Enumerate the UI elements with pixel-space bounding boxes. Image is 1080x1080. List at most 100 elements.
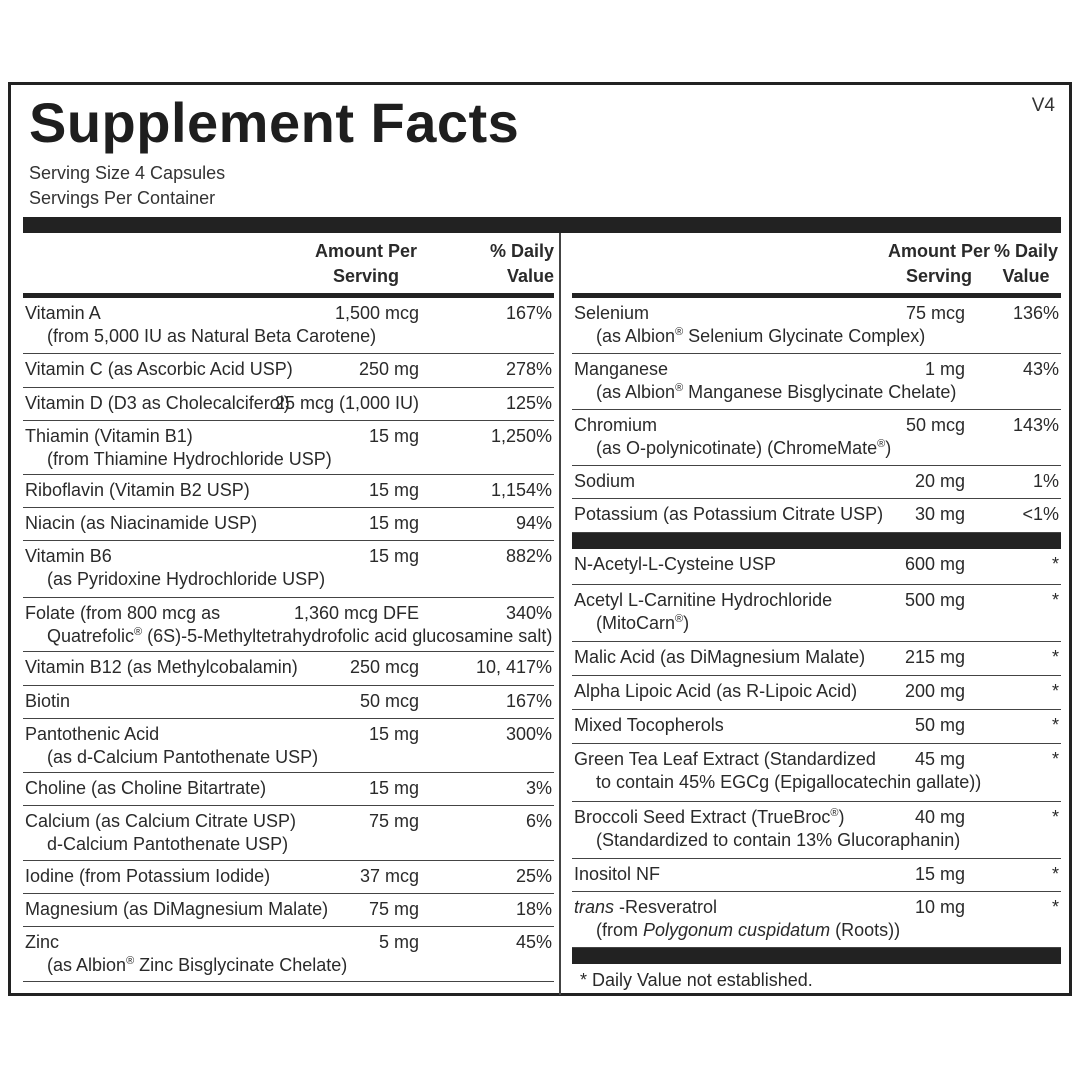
nutrient-source-pre: (as O-polynicotinate) (ChromeMate	[596, 438, 878, 458]
nutrient-row: Broccoli Seed Extract (TrueBroc®) (Standa…	[572, 802, 1061, 859]
nutrient-row: N-Acetyl-L-Cysteine USP 600 mg *	[572, 549, 1061, 585]
nutrient-name: Riboflavin (Vitamin B2 USP)	[25, 480, 250, 500]
nutrient-source: Quatrefolic® (6S)-5-Methyltetrahydrofoli…	[47, 625, 552, 648]
nutrient-row: Magnesium (as DiMagnesium Malate) 75 mg 18…	[23, 894, 554, 927]
daily-value: 1%	[1032, 471, 1059, 491]
right-column-header: Amount Per Serving % Daily Value	[572, 233, 1061, 298]
nutrient-source: (as Albion® Manganese Bisglycinate Chela…	[596, 381, 956, 404]
daily-value: *	[1051, 807, 1059, 827]
amount-per-serving: 50 mcg	[905, 415, 965, 435]
nutrient-source-post: Manganese Bisglycinate Chelate)	[683, 382, 957, 402]
nutrient-name: Iodine (from Potassium Iodide)	[25, 866, 271, 886]
daily-value: <1%	[1022, 504, 1059, 524]
nutrient-source: (as Albion® Selenium Glycinate Complex)	[596, 325, 925, 348]
daily-value: *	[1051, 681, 1059, 701]
amount-per-serving: 15 mg	[368, 546, 419, 566]
amount-per-serving: 50 mg	[914, 715, 965, 735]
nutrient-row: Potassium (as Potassium Citrate USP) 30 m…	[572, 499, 1061, 533]
nutrient-name: Inositol NF	[574, 864, 661, 884]
nutrient-name: Vitamin B6	[25, 546, 112, 566]
nutrient-name: Vitamin B12 (as Methylcobalamin)	[25, 657, 298, 677]
daily-value: 6%	[525, 811, 552, 831]
amount-per-serving: 200 mg	[904, 681, 965, 701]
nutrient-name: Folate (from 800 mcg as	[25, 603, 221, 623]
nutrient-source-pre: (as Albion	[596, 326, 676, 346]
nutrient-source: (as Pyridoxine Hydrochloride USP)	[47, 569, 326, 589]
nutrient-name: Calcium (as Calcium Citrate USP)	[25, 811, 297, 831]
nutrient-row: Manganese (as Albion® Manganese Bisglycin…	[572, 354, 1061, 410]
nutrient-row: Riboflavin (Vitamin B2 USP) 15 mg 1,154%	[23, 475, 554, 508]
daily-value: 94%	[515, 513, 552, 533]
amount-per-serving: 30 mg	[914, 504, 965, 524]
nutrient-source-pre: (MitoCarn	[596, 613, 676, 633]
nutrient-row: trans -Resveratrol (from Polygonum cuspid…	[572, 892, 1061, 948]
left-column-header: Amount Per Serving % Daily Value	[23, 233, 554, 298]
daily-value: *	[1051, 647, 1059, 667]
nutrient-source-sup: ®	[134, 626, 143, 638]
daily-value: 43%	[1022, 359, 1059, 379]
nutrient-row: Chromium (as O-polynicotinate) (ChromeMat…	[572, 410, 1061, 466]
nutrient-row: Pantothenic Acid (as d-Calcium Pantothena…	[23, 719, 554, 773]
amount-per-serving: 600 mg	[904, 554, 965, 574]
amount-header: Amount Per Serving	[874, 239, 1004, 289]
dv-header-line2: Value	[1002, 266, 1050, 286]
left-column: Amount Per Serving % Daily Value Vitamin…	[23, 233, 554, 982]
nutrient-row: Biotin 50 mcg 167%	[23, 686, 554, 719]
daily-value: *	[1051, 590, 1059, 610]
nutrient-source-sup: ®	[126, 955, 135, 967]
nutrient-name: Alpha Lipoic Acid (as R-Lipoic Acid)	[574, 681, 858, 701]
nutrient-source: (from 5,000 IU as Natural Beta Carotene)	[47, 326, 377, 346]
amount-per-serving: 1,500 mcg	[334, 303, 419, 323]
amount-per-serving: 15 mg	[368, 724, 419, 744]
dv-header-line1: % Daily	[993, 241, 1059, 261]
serving-info: Serving Size 4 Capsules Servings Per Con…	[29, 161, 225, 211]
nutrient-source: (MitoCarn®)	[596, 612, 689, 635]
version-label: V4	[1031, 95, 1055, 116]
nutrient-row: Iodine (from Potassium Iodide) 37 mcg 25%	[23, 861, 554, 894]
nutrient-row: Vitamin B6 (as Pyridoxine Hydrochloride U…	[23, 541, 554, 598]
daily-value: 45%	[515, 932, 552, 952]
daily-value: 136%	[1012, 303, 1059, 323]
amount-header-line2: Serving	[332, 266, 400, 286]
footnote: * Daily Value not established.	[580, 970, 813, 990]
dv-header: % Daily Value	[474, 239, 554, 289]
right-other-list: N-Acetyl-L-Cysteine USP 600 mg * Acetyl L-C…	[572, 549, 1061, 948]
nutrient-source: (as d-Calcium Pantothenate USP)	[47, 747, 319, 767]
nutrient-row: Inositol NF 15 mg *	[572, 859, 1061, 892]
nutrient-name: N-Acetyl-L-Cysteine USP	[574, 554, 777, 574]
nutrient-name: Selenium	[574, 303, 650, 323]
nutrient-source-pre: (as Albion	[47, 955, 127, 975]
nutrient-row: Zinc (as Albion® Zinc Bisglycinate Chelat…	[23, 927, 554, 982]
amount-per-serving: 40 mg	[914, 807, 965, 827]
nutrient-source-em: Polygonum cuspidatum	[643, 920, 831, 940]
amount-per-serving: 75 mg	[368, 899, 419, 919]
amount-per-serving: 75 mcg	[905, 303, 965, 323]
nutrient-source: d-Calcium Pantothenate USP)	[47, 834, 289, 854]
nutrient-source-pre: Quatrefolic	[47, 626, 135, 646]
nutrient-source-sup: ®	[675, 382, 684, 394]
dv-header-line2: Value	[506, 266, 554, 286]
amount-per-serving: 20 mg	[914, 471, 965, 491]
nutrient-name-em: trans	[574, 897, 615, 917]
nutrient-name: Broccoli Seed Extract (TrueBroc®)	[574, 806, 845, 829]
bottom-rule	[572, 948, 1061, 964]
right-mineral-list: Selenium (as Albion® Selenium Glycinate C…	[572, 298, 1061, 533]
amount-per-serving: 75 mg	[368, 811, 419, 831]
nutrient-source-sup: ®	[675, 613, 684, 625]
nutrient-name: Vitamin D (D3 as Cholecalciferol)	[25, 393, 290, 413]
nutrient-source: (as O-polynicotinate) (ChromeMate®)	[596, 437, 891, 460]
nutrient-name-pre: Broccoli Seed Extract (TrueBroc	[574, 807, 831, 827]
daily-value: 300%	[505, 724, 552, 744]
daily-value: 1,154%	[490, 480, 552, 500]
nutrient-row: Malic Acid (as DiMagnesium Malate) 215 mg…	[572, 642, 1061, 676]
nutrient-name: Sodium	[574, 471, 636, 491]
left-nutrient-list: Vitamin A (from 5,000 IU as Natural Beta …	[23, 298, 554, 982]
nutrient-name: Niacin (as Niacinamide USP)	[25, 513, 258, 533]
nutrient-source-sup: ®	[877, 438, 886, 450]
amount-header: Amount Per Serving	[301, 239, 431, 289]
nutrient-name: Potassium (as Potassium Citrate USP)	[574, 504, 884, 524]
daily-value: 18%	[515, 899, 552, 919]
nutrient-row: Alpha Lipoic Acid (as R-Lipoic Acid) 200 …	[572, 676, 1061, 710]
daily-value: *	[1051, 554, 1059, 574]
daily-value: 340%	[505, 603, 552, 623]
